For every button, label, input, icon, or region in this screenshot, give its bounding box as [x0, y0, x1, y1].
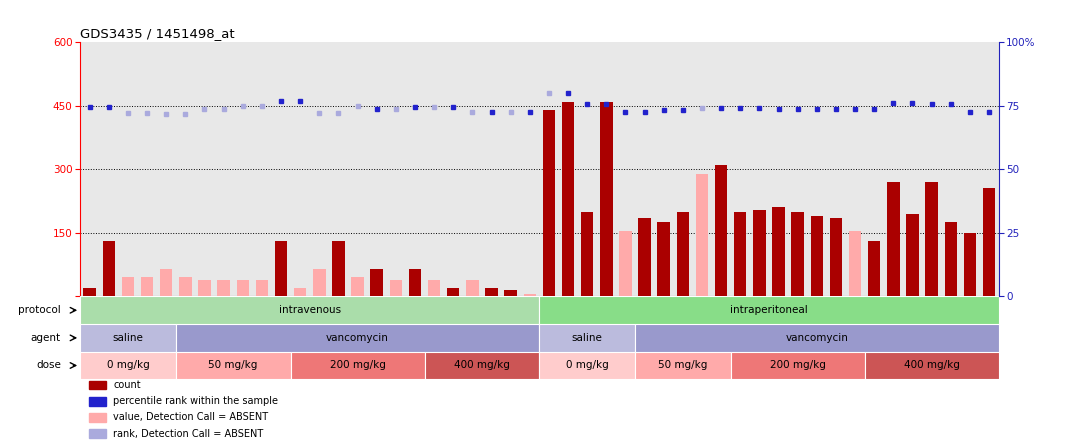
Bar	[791, 212, 804, 297]
Text: count: count	[113, 380, 141, 390]
Bar	[176, 324, 539, 352]
Text: 50 mg/kg: 50 mg/kg	[208, 361, 257, 370]
Bar	[539, 297, 999, 324]
Bar	[141, 278, 154, 297]
Bar	[944, 222, 957, 297]
Bar	[888, 182, 899, 297]
Bar	[90, 381, 106, 389]
Bar	[865, 352, 999, 379]
Bar	[907, 214, 918, 297]
Bar	[160, 269, 172, 297]
Bar	[236, 280, 249, 297]
Bar	[176, 352, 290, 379]
Bar	[963, 233, 976, 297]
Bar	[868, 242, 880, 297]
Bar	[639, 218, 650, 297]
Text: dose: dose	[36, 361, 61, 370]
Text: saline: saline	[112, 333, 143, 343]
Bar	[90, 397, 106, 405]
Bar	[677, 212, 689, 297]
Bar	[811, 216, 823, 297]
Text: saline: saline	[571, 333, 602, 343]
Bar	[695, 174, 708, 297]
Text: rank, Detection Call = ABSENT: rank, Detection Call = ABSENT	[113, 428, 264, 439]
Bar	[218, 280, 230, 297]
Bar	[80, 352, 176, 379]
Text: agent: agent	[31, 333, 61, 343]
Bar	[731, 352, 865, 379]
Bar	[90, 429, 106, 438]
Bar	[80, 324, 176, 352]
Bar	[543, 110, 555, 297]
Bar	[714, 165, 727, 297]
Bar	[447, 288, 459, 297]
Text: percentile rank within the sample: percentile rank within the sample	[113, 396, 278, 406]
Bar	[390, 280, 402, 297]
Bar	[619, 231, 631, 297]
Bar	[332, 242, 345, 297]
Bar	[562, 102, 575, 297]
Text: intravenous: intravenous	[279, 305, 341, 315]
Bar	[772, 207, 785, 297]
Bar	[199, 280, 210, 297]
Bar	[539, 352, 635, 379]
Bar	[658, 222, 670, 297]
Text: 200 mg/kg: 200 mg/kg	[330, 361, 386, 370]
Bar	[428, 280, 440, 297]
Bar	[523, 294, 536, 297]
Text: 200 mg/kg: 200 mg/kg	[770, 361, 826, 370]
Bar	[290, 352, 424, 379]
Bar	[103, 242, 115, 297]
Text: 0 mg/kg: 0 mg/kg	[566, 361, 609, 370]
Bar	[274, 242, 287, 297]
Bar	[734, 212, 747, 297]
Bar	[294, 288, 307, 297]
Bar	[122, 278, 135, 297]
Text: value, Detection Call = ABSENT: value, Detection Call = ABSENT	[113, 412, 268, 422]
Bar	[983, 188, 995, 297]
Bar	[635, 352, 731, 379]
Text: 400 mg/kg: 400 mg/kg	[454, 361, 509, 370]
Bar	[925, 182, 938, 297]
Bar	[635, 324, 999, 352]
Text: 400 mg/kg: 400 mg/kg	[904, 361, 959, 370]
Bar	[424, 352, 539, 379]
Bar	[466, 280, 478, 297]
Bar	[830, 218, 843, 297]
Text: protocol: protocol	[18, 305, 61, 315]
Bar	[485, 288, 498, 297]
Bar	[83, 288, 96, 297]
Text: 50 mg/kg: 50 mg/kg	[658, 361, 707, 370]
Text: 0 mg/kg: 0 mg/kg	[107, 361, 150, 370]
Text: intraperitoneal: intraperitoneal	[731, 305, 807, 315]
Bar	[849, 231, 861, 297]
Text: vancomycin: vancomycin	[785, 333, 848, 343]
Bar	[409, 269, 421, 297]
Bar	[255, 280, 268, 297]
Bar	[581, 212, 594, 297]
Bar	[504, 290, 517, 297]
Bar	[313, 269, 326, 297]
Bar	[600, 102, 613, 297]
Bar	[753, 210, 766, 297]
Text: vancomycin: vancomycin	[326, 333, 389, 343]
Bar	[539, 324, 635, 352]
Bar	[80, 297, 539, 324]
Bar	[90, 413, 106, 422]
Bar	[179, 278, 191, 297]
Text: GDS3435 / 1451498_at: GDS3435 / 1451498_at	[80, 27, 235, 40]
Bar	[371, 269, 383, 297]
Bar	[351, 278, 364, 297]
